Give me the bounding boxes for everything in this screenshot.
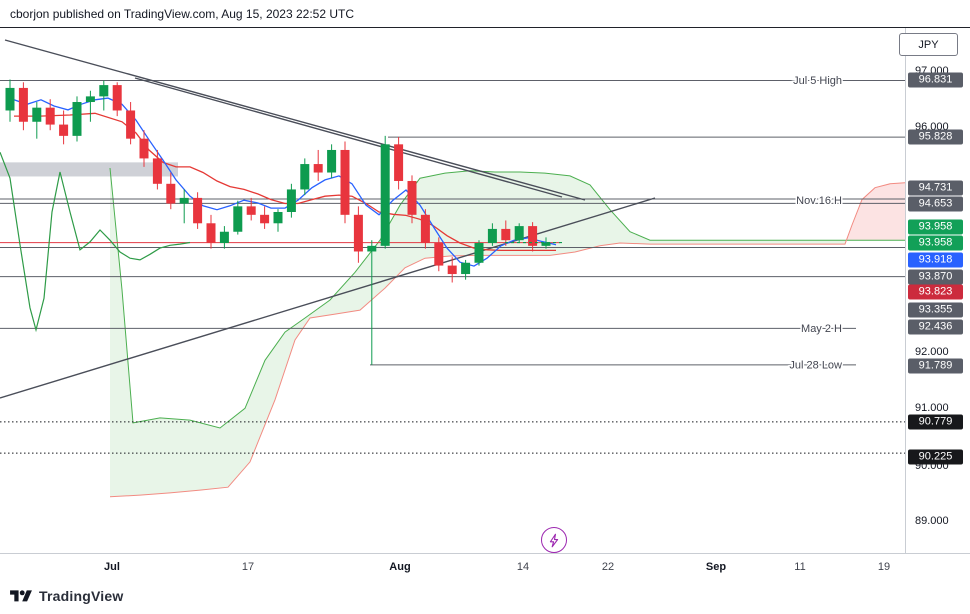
candle-body [72,102,82,136]
candle-body [487,228,497,244]
tradingview-brand-text: TradingView [39,588,124,604]
time-label: Sep [705,561,727,573]
senkou-span-b-line [109,182,906,498]
price-tick: 92.000 [915,346,949,358]
tradingview-logo-icon [10,589,32,601]
candle-body [112,85,122,111]
time-label: 22 [601,561,615,573]
candle-body [32,107,42,122]
time-label: 17 [241,561,255,573]
candle-body [367,245,377,252]
candle-body [353,214,363,252]
ichimoku-cloud-green [110,168,845,497]
level-annotation: Jul 5 High [793,75,842,87]
price-label-gray: 94.731 [908,180,963,196]
candle-body [99,85,109,97]
candle-body [219,231,229,244]
time-label: Aug [389,561,411,573]
price-label-gray: 93.355 [908,302,963,318]
price-label-green: 93.958 [908,219,963,235]
level-annotation: May 2 H [801,323,842,335]
candle-body [246,206,256,215]
lightning-icon [549,533,558,547]
candle-body [420,214,430,244]
highlight-zone [0,162,178,177]
candle-body [461,262,471,275]
senkou-span-a-line [109,167,905,429]
price-tick: 89.000 [915,515,949,527]
candle-body [394,144,404,181]
attribution-text: cborjon published on TradingView.com, Au… [10,6,355,21]
kijun-sen-line [14,112,556,252]
price-label-gray: 91.789 [908,358,963,374]
price-tick: 91.000 [915,402,949,414]
price-label-black: 90.779 [908,414,963,430]
price-label-gray: 96.831 [908,72,963,88]
candle-body [313,164,323,173]
time-label: Jul [104,561,120,573]
price-label-gray: 92.436 [908,319,963,335]
currency-badge: JPY [899,33,958,56]
candle-body [179,197,189,204]
price-label-gray: 93.870 [908,269,963,285]
candle-body [85,96,95,103]
time-label: 14 [516,561,530,573]
candle-body [528,226,538,246]
price-label-blue: 93.918 [908,252,963,268]
candle-body [5,87,15,111]
chikou-span-line [0,151,191,333]
candle-body [340,149,350,215]
candle-body [152,158,162,184]
candle-body [380,144,390,246]
candle-body [206,223,216,244]
candle-body [126,110,136,139]
level-annotation: Nov 16 H [796,195,842,207]
candle-body [139,138,149,159]
price-label-green: 93.958 [908,235,963,251]
attribution-bar: cborjon published on TradingView.com, Au… [0,0,970,28]
price-label-gray: 94.653 [908,196,963,212]
currency-badge-label: JPY [918,38,939,51]
candle-body [407,180,417,215]
candle-body [447,265,457,275]
candle-body [434,243,444,266]
footer-brand[interactable]: TradingView [10,585,123,607]
trend-line[interactable] [0,197,656,399]
candle-body [59,124,69,136]
candle-body [474,243,484,263]
level-annotation: Jul 28 Low [789,359,842,371]
candle-body [514,226,524,241]
time-label: 19 [877,561,891,573]
candle-body [273,212,283,224]
candle-body [45,107,55,125]
ichimoku-cloud-red [845,182,905,245]
candle-body [501,228,511,241]
price-chart-canvas[interactable]: Jul 5 High Nov 16 H May 2 H Jul 28 Low [0,28,906,553]
candle-body [193,197,203,224]
price-axis[interactable]: JPY 97.000 96.000 92.000 91.000 90.000 89.000… [899,28,970,553]
trend-line[interactable] [4,39,586,201]
candle-body [286,189,296,212]
time-label: 11 [794,561,806,573]
candle-body [300,164,310,190]
flash-event-button[interactable] [541,527,567,553]
time-axis[interactable]: Jul 17 Aug 14 22 Sep 11 19 [0,553,970,580]
candle-body [166,183,176,204]
candle-body [18,87,28,122]
trend-line[interactable] [134,77,563,198]
candle-body [541,242,551,246]
candle-body [327,149,337,173]
price-label-red: 93.823 [908,284,963,300]
price-label-gray: 95.828 [908,129,963,145]
candle-body [233,206,243,232]
price-label-black: 90.225 [908,449,963,465]
candle-body [260,214,270,224]
